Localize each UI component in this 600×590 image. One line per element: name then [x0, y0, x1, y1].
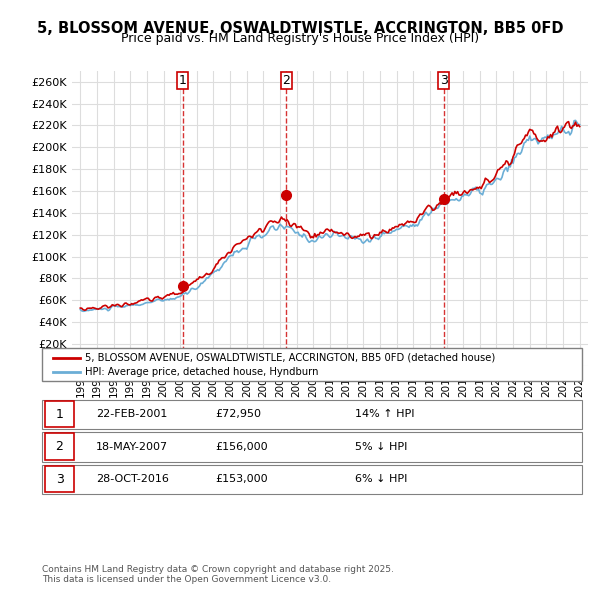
Text: 3: 3 [440, 74, 448, 87]
Text: 2: 2 [56, 440, 64, 454]
FancyBboxPatch shape [42, 432, 582, 461]
Text: £156,000: £156,000 [215, 442, 268, 452]
FancyBboxPatch shape [42, 465, 582, 494]
FancyBboxPatch shape [45, 466, 74, 492]
Text: 22-FEB-2001: 22-FEB-2001 [96, 409, 167, 419]
Text: 14% ↑ HPI: 14% ↑ HPI [355, 409, 415, 419]
Text: 2: 2 [283, 74, 290, 87]
Text: 3: 3 [56, 473, 64, 486]
Text: Contains HM Land Registry data © Crown copyright and database right 2025.
This d: Contains HM Land Registry data © Crown c… [42, 565, 394, 584]
Text: 5, BLOSSOM AVENUE, OSWALDTWISTLE, ACCRINGTON, BB5 0FD: 5, BLOSSOM AVENUE, OSWALDTWISTLE, ACCRIN… [37, 21, 563, 35]
Text: £153,000: £153,000 [215, 474, 268, 484]
FancyBboxPatch shape [42, 348, 582, 381]
Text: Price paid vs. HM Land Registry's House Price Index (HPI): Price paid vs. HM Land Registry's House … [121, 32, 479, 45]
Text: 1: 1 [179, 74, 187, 87]
FancyBboxPatch shape [45, 433, 74, 460]
Text: 6% ↓ HPI: 6% ↓ HPI [355, 474, 407, 484]
Text: HPI: Average price, detached house, Hyndburn: HPI: Average price, detached house, Hynd… [85, 368, 319, 378]
Text: 28-OCT-2016: 28-OCT-2016 [96, 474, 169, 484]
FancyBboxPatch shape [42, 400, 582, 429]
FancyBboxPatch shape [45, 401, 74, 427]
Text: 18-MAY-2007: 18-MAY-2007 [96, 442, 168, 452]
Text: 1: 1 [56, 408, 64, 421]
Text: 5, BLOSSOM AVENUE, OSWALDTWISTLE, ACCRINGTON, BB5 0FD (detached house): 5, BLOSSOM AVENUE, OSWALDTWISTLE, ACCRIN… [85, 353, 496, 363]
Text: 5% ↓ HPI: 5% ↓ HPI [355, 442, 407, 452]
Text: £72,950: £72,950 [215, 409, 261, 419]
